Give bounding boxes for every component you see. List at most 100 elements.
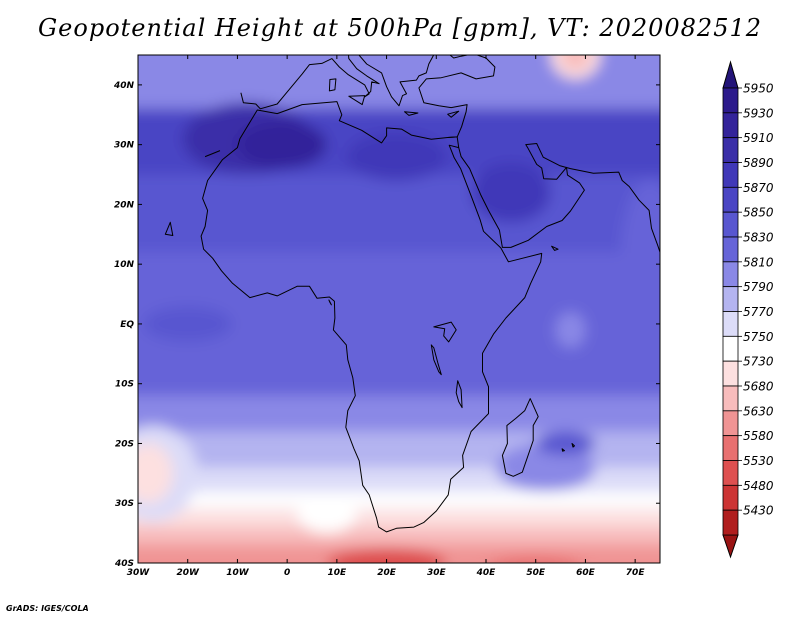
lat-tick-label: 20N bbox=[114, 200, 135, 210]
low-south-core bbox=[326, 548, 447, 563]
trough-atlantic-inner bbox=[138, 443, 173, 504]
lat-tick-label: 10N bbox=[114, 260, 135, 270]
colorbar-label: 5930 bbox=[743, 106, 774, 120]
colorbar-label: 5770 bbox=[743, 305, 774, 319]
colorbar-swatch bbox=[722, 286, 739, 312]
lon-tick-label: 30E bbox=[427, 568, 447, 578]
coast-bioko bbox=[328, 299, 332, 306]
lat-tick-label: 30S bbox=[115, 499, 134, 509]
colorbar-swatch bbox=[722, 87, 739, 114]
band-north-edge bbox=[138, 55, 660, 109]
lat-tick-label: 30N bbox=[114, 141, 135, 151]
lon-tick-label: 20E bbox=[377, 568, 397, 578]
colorbar-label: 5790 bbox=[743, 280, 774, 294]
band-south-5770 bbox=[138, 467, 660, 492]
tropics-atlantic-patch bbox=[142, 306, 233, 342]
band-south-5810 bbox=[138, 395, 660, 432]
map-frame bbox=[137, 54, 661, 564]
coast-southern-europe bbox=[240, 55, 435, 110]
coast-socotra bbox=[551, 245, 559, 251]
colorbar-label: 5910 bbox=[743, 131, 774, 145]
colorbar-swatch bbox=[722, 484, 739, 511]
lon-tick-label: 20W bbox=[176, 568, 200, 578]
band-south-5790 bbox=[138, 431, 660, 468]
coast-mauritius bbox=[571, 443, 575, 448]
coast-africa bbox=[200, 101, 543, 533]
colorbar-swatch bbox=[722, 311, 739, 337]
colorbar-swatch bbox=[722, 335, 739, 362]
coast-lake-malawi bbox=[455, 380, 463, 409]
colorbar-swatch bbox=[722, 435, 739, 461]
coast-canaries bbox=[204, 150, 221, 158]
coast-sicily bbox=[348, 95, 366, 106]
colorbar-swatch bbox=[722, 460, 739, 486]
colorbar-swatch bbox=[722, 211, 739, 238]
band-med-north bbox=[386, 55, 506, 73]
colorbar-label: 5870 bbox=[743, 181, 774, 195]
colorbar-swatch bbox=[722, 509, 739, 536]
coast-madagascar bbox=[501, 398, 539, 477]
lon-tick-label: 0 bbox=[284, 568, 290, 578]
lat-tick-label: 40S bbox=[114, 559, 134, 569]
ridge-south-atlantic bbox=[297, 497, 357, 534]
colorbar-swatch bbox=[722, 385, 739, 412]
lat-tick-label: 40N bbox=[113, 81, 135, 91]
colorbar-arrow-top bbox=[722, 60, 739, 89]
coast-lake-tanganyika bbox=[430, 344, 442, 376]
map-plot-area bbox=[138, 55, 660, 563]
coast-cape-verde bbox=[164, 221, 174, 236]
lon-tick-label: 40E bbox=[476, 568, 497, 578]
lon-tick-label: 50E bbox=[526, 568, 546, 578]
map-axis-ticks: 30W 20W 10W 0 10E 20E 30E 40E 50E 60E 70E 40N 30N 20N… bbox=[113, 55, 660, 578]
colorbar-label: 5830 bbox=[743, 231, 774, 245]
colorbar-swatch bbox=[722, 410, 739, 437]
colorbar-label: 5480 bbox=[743, 479, 774, 493]
coast-cyprus bbox=[447, 110, 460, 118]
tropics-indian-patch bbox=[555, 311, 586, 348]
lon-tick-label: 10E bbox=[328, 568, 348, 578]
grads-credit: GrADS: IGES/COLA bbox=[6, 604, 89, 613]
band-south-5680 bbox=[138, 527, 660, 546]
field-shading bbox=[138, 55, 660, 563]
colorbar-label: 5580 bbox=[743, 429, 774, 443]
colorbar-label: 5730 bbox=[743, 355, 774, 369]
colorbar-swatch bbox=[722, 236, 739, 263]
colorbar-label: 5890 bbox=[743, 156, 774, 170]
colorbar-swatch bbox=[722, 112, 739, 139]
high-core-morocco bbox=[237, 120, 327, 169]
lat-tick-label: 20S bbox=[115, 439, 134, 449]
colorbar: 5950 5930 5910 5890 5870 5850 5830 5810 5790 5770… bbox=[722, 60, 774, 559]
coast-crete bbox=[404, 111, 419, 116]
colorbar-swatch bbox=[722, 162, 739, 188]
colorbar-arrow-bottom bbox=[722, 534, 739, 559]
high-arabia bbox=[471, 162, 551, 223]
low-caspian-core bbox=[560, 55, 591, 70]
colorbar-label: 5430 bbox=[743, 504, 774, 518]
colorbar-label: 5810 bbox=[743, 255, 774, 269]
coast-sardinia bbox=[328, 78, 337, 92]
colorbar-label: 5530 bbox=[743, 454, 774, 468]
colorbar-label: 5850 bbox=[743, 206, 774, 220]
colorbar-swatch bbox=[722, 261, 739, 288]
lon-tick-label: 70E bbox=[626, 568, 646, 578]
lon-tick-label: 10W bbox=[226, 568, 250, 578]
lat-tick-label: EQ bbox=[120, 320, 134, 330]
ridge-madagascar bbox=[495, 443, 596, 492]
band-south-5750 bbox=[138, 491, 660, 510]
lon-tick-label: 30W bbox=[127, 568, 151, 578]
colorbar-label: 5630 bbox=[743, 404, 774, 418]
high-libya bbox=[346, 132, 447, 181]
coast-arabia-persia bbox=[458, 143, 660, 253]
colorbar-swatch bbox=[722, 137, 739, 163]
high-east-madagascar bbox=[535, 431, 596, 456]
lat-tick-label: 10S bbox=[115, 380, 134, 390]
band-south-5730 bbox=[138, 509, 660, 528]
height-field bbox=[138, 55, 660, 563]
lon-tick-label: 60E bbox=[576, 568, 596, 578]
colorbar-swatch bbox=[722, 186, 739, 213]
band-north-mid bbox=[138, 174, 660, 253]
colorbar-label: 5680 bbox=[743, 380, 774, 394]
coast-lake-victoria bbox=[433, 321, 457, 343]
chart-title: Geopotential Height at 500hPa [gpm], VT:… bbox=[38, 14, 762, 42]
